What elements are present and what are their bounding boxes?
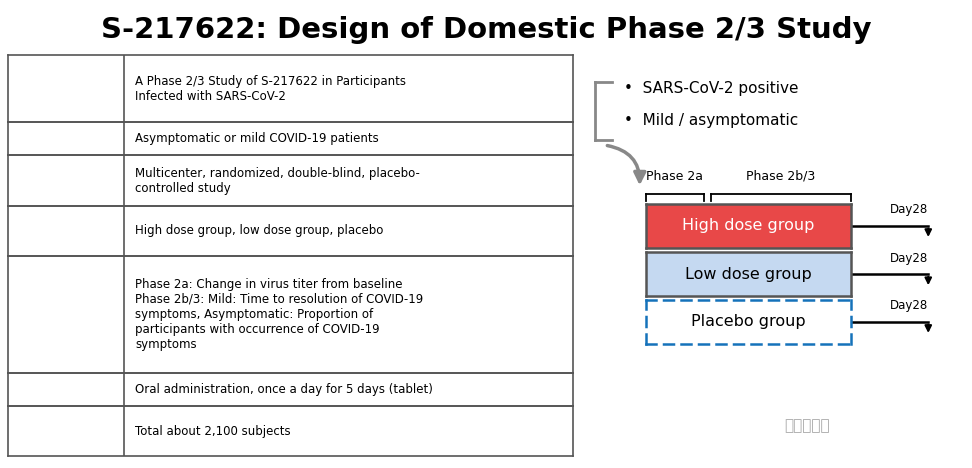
Text: S-217622: Design of Domestic Phase 2/3 Study: S-217622: Design of Domestic Phase 2/3 S…: [101, 16, 871, 44]
Text: Primary
endpoint: Primary endpoint: [35, 300, 97, 328]
Text: Oral administration, once a day for 5 days (tablet): Oral administration, once a day for 5 da…: [135, 383, 433, 396]
Text: High dose group, low dose group, placebo: High dose group, low dose group, placebo: [135, 224, 383, 237]
Text: Study title: Study title: [29, 82, 103, 95]
Text: Total about 2,100 subjects: Total about 2,100 subjects: [135, 425, 291, 438]
Text: Phase 2a: Change in virus titer from baseline
Phase 2b/3: Mild: Time to resoluti: Phase 2a: Change in virus titer from bas…: [135, 278, 423, 351]
FancyArrowPatch shape: [608, 146, 644, 182]
Text: High dose group: High dose group: [682, 218, 815, 234]
Text: Number of
subject*: Number of subject*: [29, 417, 103, 445]
Text: Treatment
group: Treatment group: [29, 217, 102, 245]
Text: Phase 2b/3: Phase 2b/3: [746, 169, 816, 183]
Text: subject: subject: [40, 132, 91, 145]
Text: Low dose group: Low dose group: [685, 266, 812, 282]
Text: Day28: Day28: [890, 300, 928, 313]
Text: Day28: Day28: [890, 204, 928, 216]
Text: Asymptomatic or mild COVID-19 patients: Asymptomatic or mild COVID-19 patients: [135, 132, 379, 145]
Text: Dosage: Dosage: [40, 383, 91, 396]
Text: Phase 2a: Phase 2a: [646, 169, 704, 183]
Text: A Phase 2/3 Study of S-217622 in Participants
Infected with SARS-CoV-2: A Phase 2/3 Study of S-217622 in Partici…: [135, 75, 406, 102]
Text: Multicenter, randomized, double-blind, placebo-
controlled study: Multicenter, randomized, double-blind, p…: [135, 167, 420, 195]
Text: 凯莱英药闻: 凯莱英药闻: [784, 418, 829, 433]
Text: •  SARS-CoV-2 positive: • SARS-CoV-2 positive: [624, 81, 799, 96]
Text: •  Mild / asymptomatic: • Mild / asymptomatic: [624, 113, 798, 128]
Text: Day28: Day28: [890, 252, 928, 264]
Text: Placebo group: Placebo group: [691, 314, 806, 329]
Text: Clinical trial
design: Clinical trial design: [24, 167, 108, 195]
